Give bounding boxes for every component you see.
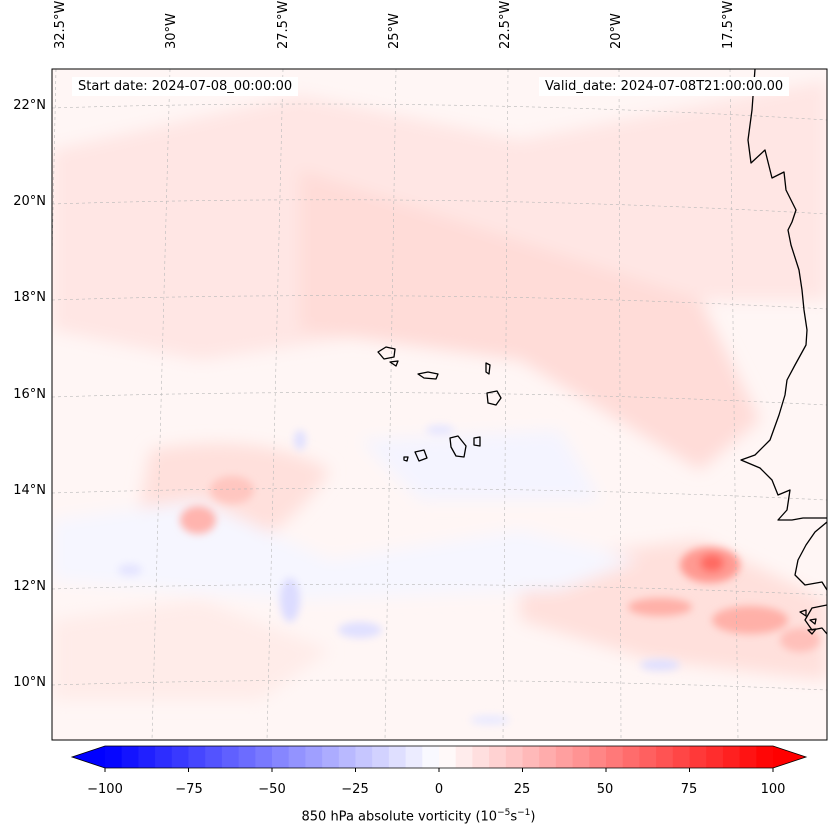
africa-coastline-south xyxy=(794,521,827,635)
colorbar-segment xyxy=(472,746,490,768)
colorbar-segment xyxy=(405,746,423,768)
colorbar-tick: 100 xyxy=(760,782,786,797)
colorbar-segment xyxy=(522,746,540,768)
lat-label-18n: 18°N xyxy=(13,290,46,305)
colorbar-segment xyxy=(305,746,323,768)
colorbar-segment xyxy=(238,746,256,768)
lat-label-16n: 16°N xyxy=(13,387,46,402)
island-sao-vicente xyxy=(389,360,399,367)
colorbar xyxy=(70,745,808,772)
colorbar-tick: 50 xyxy=(596,782,614,797)
colorbar-segment xyxy=(272,746,290,768)
valid-date-annotation: Valid_date: 2024-07-08T21:00:00.00 xyxy=(539,77,790,96)
colorbar-segment xyxy=(489,746,507,768)
colorbar-tick: 0 xyxy=(434,782,444,797)
colorbar-segment xyxy=(138,746,156,768)
colorbar-segment xyxy=(639,746,657,768)
colorbar-segment xyxy=(455,746,473,768)
map-frame xyxy=(51,68,828,741)
lon-label-32-5w: 32.5°W xyxy=(53,0,68,49)
colorbar-tick: 75 xyxy=(680,782,698,797)
colorbar-segment xyxy=(505,746,523,768)
lon-label-20w: 20°W xyxy=(609,13,624,49)
colorbar-segment xyxy=(706,746,724,768)
colorbar-segment xyxy=(539,746,557,768)
africa-coastline xyxy=(740,69,827,521)
island-brava xyxy=(403,456,409,462)
colorbar-tick: −100 xyxy=(87,782,123,797)
colorbar-segment xyxy=(439,746,457,768)
colorbar-segment xyxy=(288,746,306,768)
vorticity-features xyxy=(118,425,820,725)
colorbar-segment xyxy=(105,746,123,768)
lon-label-22-5w: 22.5°W xyxy=(498,0,513,49)
island-sal xyxy=(485,362,491,375)
lon-label-25w: 25°W xyxy=(387,13,402,49)
colorbar-segment xyxy=(572,746,590,768)
island-santiago xyxy=(449,435,467,458)
colorbar-tick: −50 xyxy=(258,782,286,797)
colorbar-tick: −25 xyxy=(341,782,369,797)
colorbar-segment xyxy=(255,746,273,768)
lat-label-14n: 14°N xyxy=(13,483,46,498)
colorbar-segment xyxy=(756,746,774,768)
colorbar-label: 850 hPa absolute vorticity (10−5s−1) xyxy=(301,808,536,825)
island-boa-vista xyxy=(486,390,502,406)
lat-label-10n: 10°N xyxy=(13,675,46,690)
colorbar-segment xyxy=(322,746,340,768)
lon-label-30w: 30°W xyxy=(164,13,179,49)
colorbar-segment xyxy=(589,746,607,768)
colorbar-segment xyxy=(372,746,390,768)
colorbar-extend-max xyxy=(773,746,806,768)
island-sao-nicolau xyxy=(417,371,439,380)
colorbar-segment xyxy=(555,746,574,768)
colorbar-segment xyxy=(188,746,206,768)
colorbar-segment xyxy=(739,746,757,768)
colorbar-segment xyxy=(422,746,440,768)
island-maio xyxy=(473,436,481,447)
colorbar-segment xyxy=(606,746,624,768)
lon-label-27-5w: 27.5°W xyxy=(276,0,291,49)
colorbar-tick: −75 xyxy=(175,782,203,797)
coastlines xyxy=(377,69,827,635)
lon-label-17-5w: 17.5°W xyxy=(721,0,736,49)
colorbar-segment xyxy=(622,746,640,768)
colorbar-segment xyxy=(338,746,356,768)
colorbar-tick: 25 xyxy=(513,782,531,797)
colorbar-extend-min xyxy=(72,746,105,768)
colorbar-segment xyxy=(205,746,223,768)
colorbar-segment xyxy=(689,746,707,768)
colorbar-segment xyxy=(656,746,674,768)
island-fogo xyxy=(414,449,428,462)
island-santo-antao xyxy=(377,346,396,360)
colorbar-segment xyxy=(672,746,690,768)
colorbar-segment xyxy=(171,746,189,768)
colorbar-segment xyxy=(355,746,373,768)
colorbar-segment xyxy=(722,746,741,768)
colorbar-segment xyxy=(121,746,139,768)
colorbar-segment xyxy=(221,746,240,768)
start-date-annotation: Start date: 2024-07-08_00:00:00 xyxy=(72,77,299,96)
gridlines xyxy=(52,69,827,740)
lat-label-20n: 20°N xyxy=(13,194,46,209)
colorbar-segment xyxy=(155,746,173,768)
lat-label-22n: 22°N xyxy=(13,98,46,113)
vorticity-field xyxy=(52,80,827,700)
colorbar-segment xyxy=(388,746,407,768)
lat-label-12n: 12°N xyxy=(13,579,46,594)
bijagos-islands xyxy=(799,609,817,635)
